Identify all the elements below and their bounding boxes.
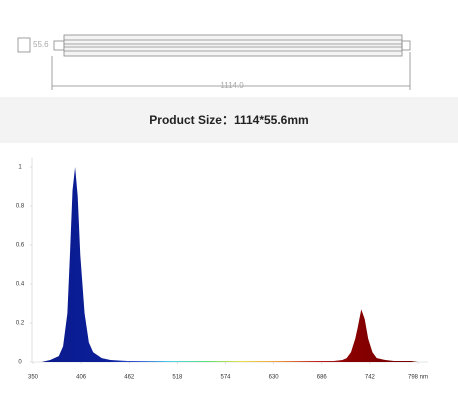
y-tick-label: 1 bbox=[18, 165, 22, 171]
y-tick-label: 0.2 bbox=[16, 321, 25, 327]
banner bbox=[0, 97, 458, 143]
y-tick-label: 0 bbox=[18, 360, 22, 366]
product-drawing bbox=[17, 34, 411, 90]
spectrum-area bbox=[33, 167, 418, 362]
y-tick-label: 0.6 bbox=[16, 243, 25, 249]
x-tick-label: 798 nm bbox=[408, 375, 428, 381]
y-tick-label: 0.8 bbox=[16, 204, 25, 210]
x-tick-label: 350 bbox=[28, 375, 39, 381]
x-tick-label: 686 bbox=[317, 375, 328, 381]
x-tick-label: 518 bbox=[172, 375, 183, 381]
length-label: 1114.0 bbox=[220, 81, 244, 90]
x-tick-label: 462 bbox=[124, 375, 135, 381]
x-tick-label: 574 bbox=[220, 375, 231, 381]
x-tick-label: 742 bbox=[365, 375, 376, 381]
x-tick-label: 406 bbox=[76, 375, 87, 381]
y-tick-label: 0.4 bbox=[16, 282, 25, 288]
width-label: 55.6 bbox=[33, 40, 49, 49]
x-tick-label: 630 bbox=[269, 375, 280, 381]
banner-text: Product Size：1114*55.6mm bbox=[149, 113, 308, 127]
